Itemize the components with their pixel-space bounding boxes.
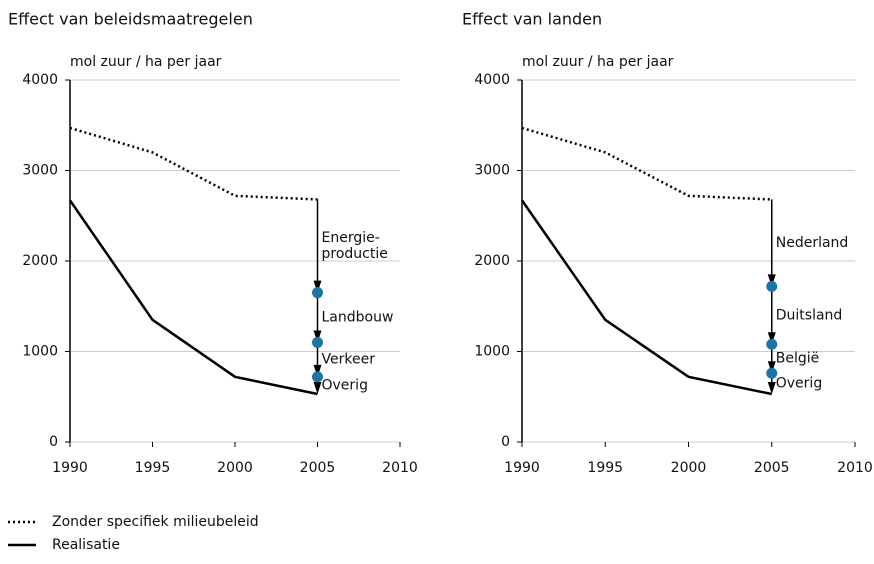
y-tick-label: 2000: [22, 253, 58, 269]
y-tick-label: 3000: [22, 163, 58, 179]
arrow-label: Nederland: [776, 235, 849, 251]
x-tick-label: 1990: [52, 460, 88, 476]
x-tick-label: 1995: [587, 460, 623, 476]
x-tick-label: 2005: [754, 460, 790, 476]
arrow-head: [313, 330, 322, 343]
arrow-head: [313, 382, 322, 395]
arrow-head: [313, 280, 322, 293]
arrow-label: Landbouw: [322, 310, 394, 326]
series-line: [68, 199, 318, 396]
arrow-head: [767, 361, 776, 374]
y-tick-label: 3000: [474, 163, 510, 179]
y-axis-label: mol zuur / ha per jaar: [70, 54, 222, 70]
point: [766, 367, 778, 379]
point: [312, 336, 323, 348]
arrow-label: Overig: [322, 377, 368, 393]
y-tick-label: 1000: [22, 344, 58, 360]
y-tick-label: 2000: [474, 253, 510, 269]
y-tick-label: 4000: [474, 72, 510, 88]
arrow-label: Duitsland: [776, 307, 843, 323]
y-tick-label: 4000: [22, 72, 58, 88]
arrow-head: [767, 382, 776, 395]
arrow-label: Verkeer: [322, 352, 376, 368]
x-tick-label: 1995: [135, 460, 171, 476]
legend-label: Realisatie: [52, 537, 120, 553]
arrow-label: België: [776, 351, 820, 367]
arrow-head: [313, 364, 322, 377]
chart-title: Effect van beleidsmaatregelen: [8, 10, 253, 29]
point: [766, 280, 778, 292]
x-tick-label: 1990: [504, 460, 540, 476]
arrow-head: [767, 274, 776, 287]
y-tick-label: 0: [49, 434, 58, 450]
x-tick-label: 2005: [300, 460, 336, 476]
x-tick-label: 2010: [837, 460, 873, 476]
point: [312, 371, 323, 383]
series-line: [520, 199, 773, 396]
x-tick-label: 2000: [671, 460, 707, 476]
arrow-label: Overig: [776, 376, 822, 392]
series-line: [69, 126, 318, 201]
point: [312, 287, 323, 299]
point: [766, 338, 778, 350]
x-tick-label: 2000: [217, 460, 253, 476]
y-axis-label: mol zuur / ha per jaar: [522, 54, 674, 70]
arrow-label: Energie-: [322, 230, 380, 246]
legend-label: Zonder specifiek milieubeleid: [52, 514, 259, 530]
arrow-label: productie: [322, 246, 388, 262]
chart-title: Effect van landen: [462, 10, 602, 29]
y-tick-label: 0: [501, 434, 510, 450]
series-line: [521, 126, 772, 201]
y-tick-label: 1000: [474, 344, 510, 360]
x-tick-label: 2010: [382, 460, 418, 476]
arrow-head: [767, 332, 776, 345]
